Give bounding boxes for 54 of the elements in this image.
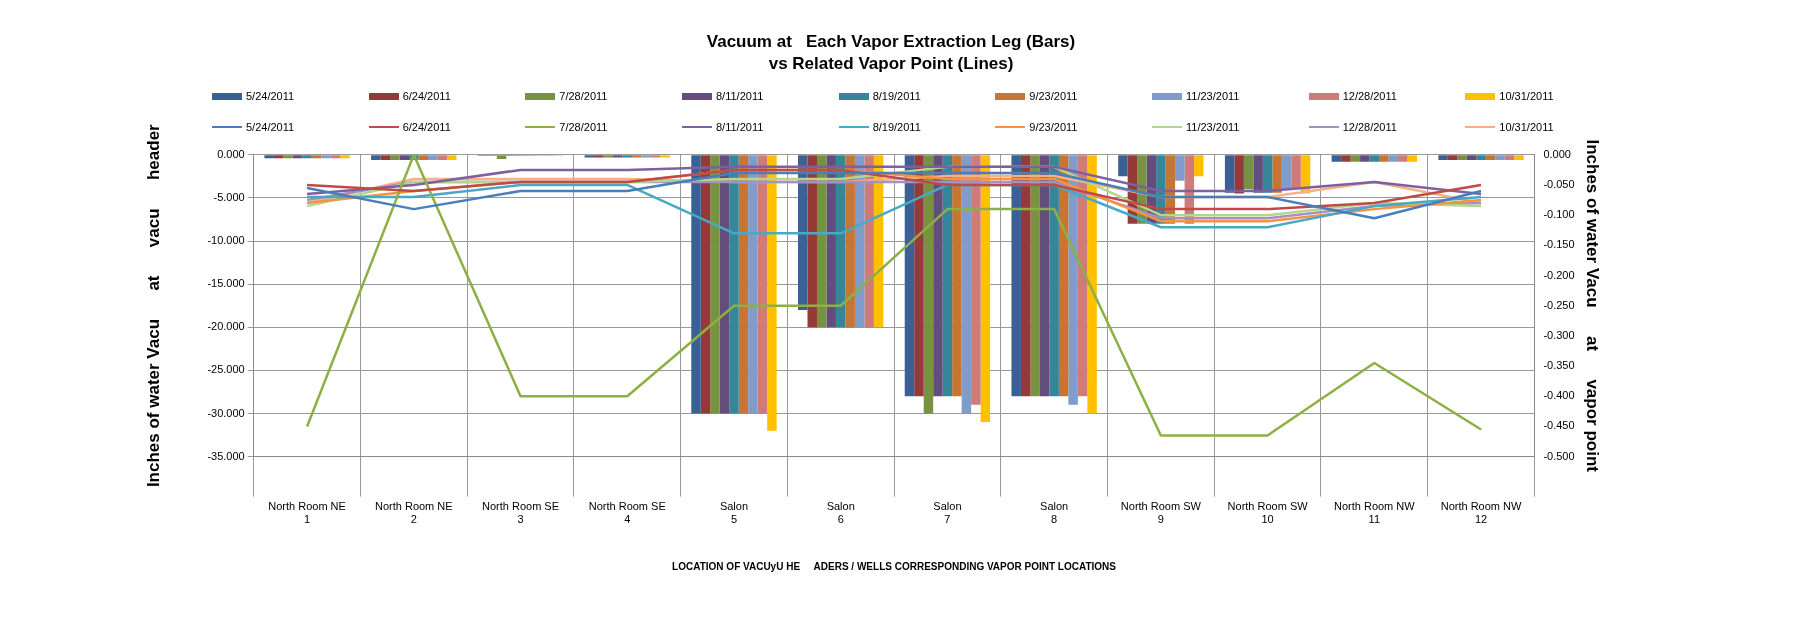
chart-subtitle: vs Related Vapor Point (Lines) <box>768 54 1014 74</box>
y-tick-label: -10.000 <box>207 234 245 247</box>
x-axis-title: LOCATION OF VACUyU HE ADERS / WELLS CORRESPONDING VAPOR POINT LOCATIONS <box>672 560 1117 572</box>
x-tick-label: North Room SW 9 <box>1120 500 1202 526</box>
y2-tick-label: -0.400 <box>1543 389 1575 402</box>
legend-label: 8/19/2011 <box>872 90 921 102</box>
x-tick-label: North Room SE 4 <box>588 500 666 526</box>
x-tick-label: North Room SE 3 <box>482 500 560 526</box>
y2-tick-label: -0.200 <box>1543 268 1575 281</box>
y2-tick-label: -0.500 <box>1543 449 1575 462</box>
x-tick-label: Salon 8 <box>1040 500 1069 526</box>
x-tick-label: North Room NW 11 <box>1333 500 1416 526</box>
y-tick-label: -30.000 <box>207 406 245 419</box>
legend-label: 8/19/2011 <box>872 121 921 133</box>
x-tick-label: North Room SW 10 <box>1227 500 1309 526</box>
legend-label: 6/24/2011 <box>402 90 451 102</box>
legend-label: 7/28/2011 <box>559 90 608 102</box>
x-tick-label: Salon 7 <box>933 500 962 526</box>
y2-tick-label: -0.300 <box>1543 328 1575 341</box>
y-axis-title: Inches of water Vacu at vacu header <box>143 123 163 488</box>
legend-label: 9/23/2011 <box>1029 121 1078 133</box>
legend-label: 11/23/2011 <box>1186 90 1240 102</box>
y-tick-label: -20.000 <box>207 320 245 333</box>
y2-tick-label: -0.150 <box>1543 238 1575 251</box>
y-tick-label: 0.000 <box>217 147 245 160</box>
legend-label: 9/23/2011 <box>1029 90 1078 102</box>
legend-label: 8/11/2011 <box>716 90 764 102</box>
legend-label: 5/24/2011 <box>246 90 295 102</box>
x-tick-label: North Room NE 1 <box>268 500 346 526</box>
legend-label: 7/28/2011 <box>559 121 608 133</box>
legend-label: 5/24/2011 <box>246 121 295 133</box>
x-tick-label: North Room NW 12 <box>1440 500 1522 526</box>
legend-label: 11/23/2011 <box>1186 121 1240 133</box>
y-tick-label: -25.000 <box>207 363 245 376</box>
x-tick-label: Salon 5 <box>719 500 749 526</box>
y-tick-label: -5.000 <box>213 190 245 203</box>
x-tick-label: North Room NE 2 <box>374 500 453 526</box>
y2-axis-title: Inches of water Vacu at vapor point <box>1583 139 1603 473</box>
y2-tick-label: -0.450 <box>1543 419 1575 432</box>
legend-label: 12/28/2011 <box>1342 121 1397 133</box>
y-tick-label: -15.000 <box>207 277 245 290</box>
y2-tick-label: 0.000 <box>1543 147 1571 160</box>
legend-label: 8/11/2011 <box>716 121 764 133</box>
chart-title: Vacuum at Each Vapor Extraction Leg (Bars) <box>706 31 1076 51</box>
y-tick-label: -35.000 <box>207 449 245 462</box>
legend-label: 10/31/2011 <box>1499 90 1554 102</box>
legend-label: 10/31/2011 <box>1499 121 1554 133</box>
legend-label: 6/24/2011 <box>402 121 451 133</box>
y2-tick-label: -0.100 <box>1543 208 1575 221</box>
y2-tick-label: -0.050 <box>1543 178 1575 191</box>
y2-tick-label: -0.250 <box>1543 298 1575 311</box>
x-tick-label: Salon 6 <box>826 500 855 526</box>
y2-tick-label: -0.350 <box>1543 359 1575 372</box>
legend-label: 12/28/2011 <box>1342 90 1397 102</box>
